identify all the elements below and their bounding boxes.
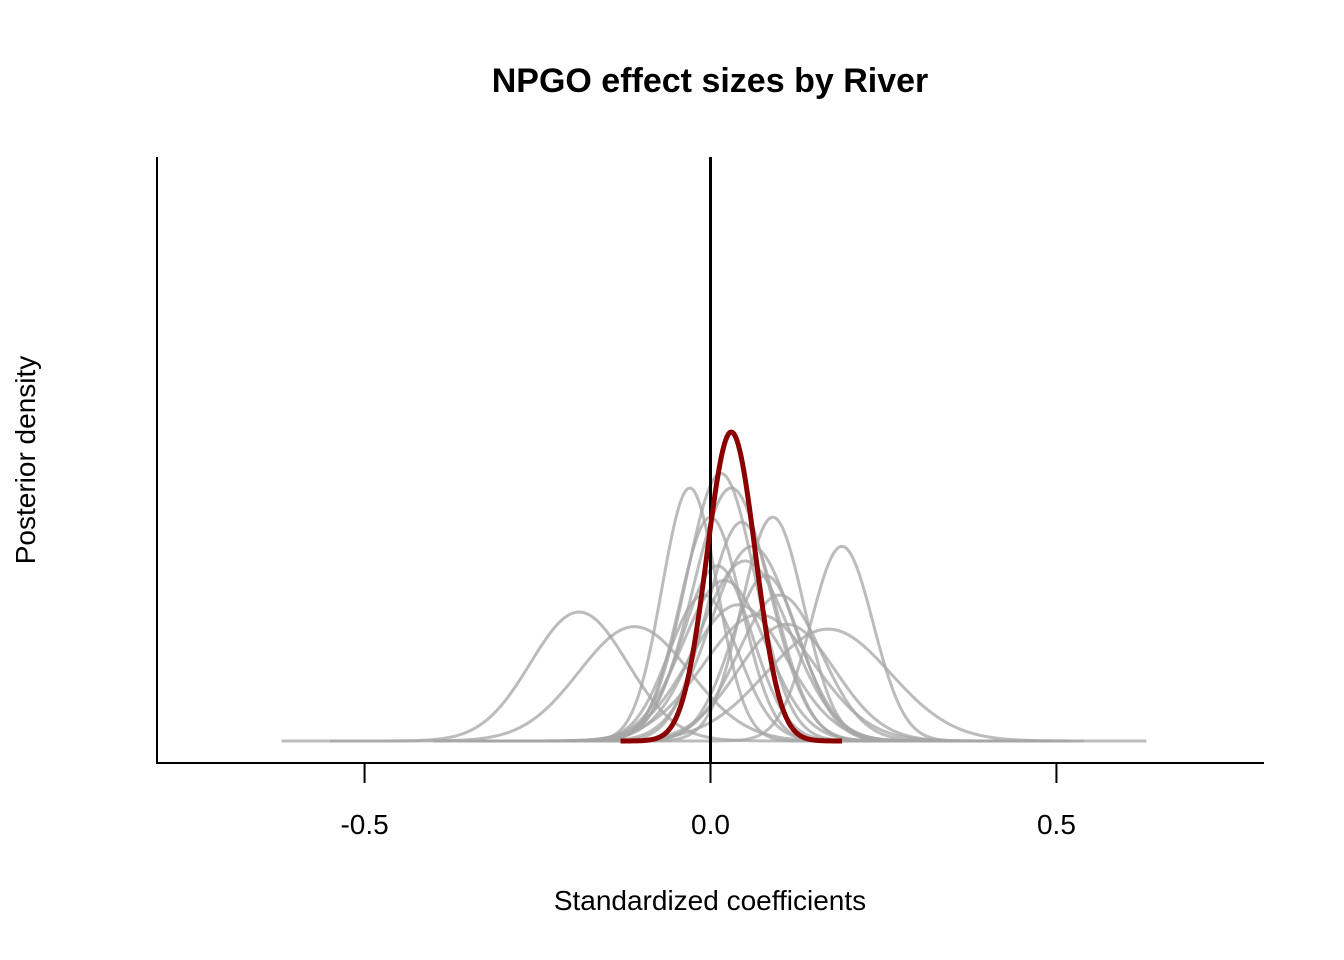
x-tick-label: -0.5 [340,809,388,840]
overall-density-curve [619,429,844,744]
river-curves [281,471,1147,743]
plot-area [281,157,1147,763]
x-tick-label: 0.0 [691,809,730,840]
x-ticks: -0.5 0.0 0.5 [340,763,1076,840]
x-tick-label: 0.5 [1037,809,1076,840]
y-axis-label: Posterior density [10,356,41,565]
x-axis-label: Standardized coefficients [554,885,866,916]
chart-title: NPGO effect sizes by River [492,62,929,100]
